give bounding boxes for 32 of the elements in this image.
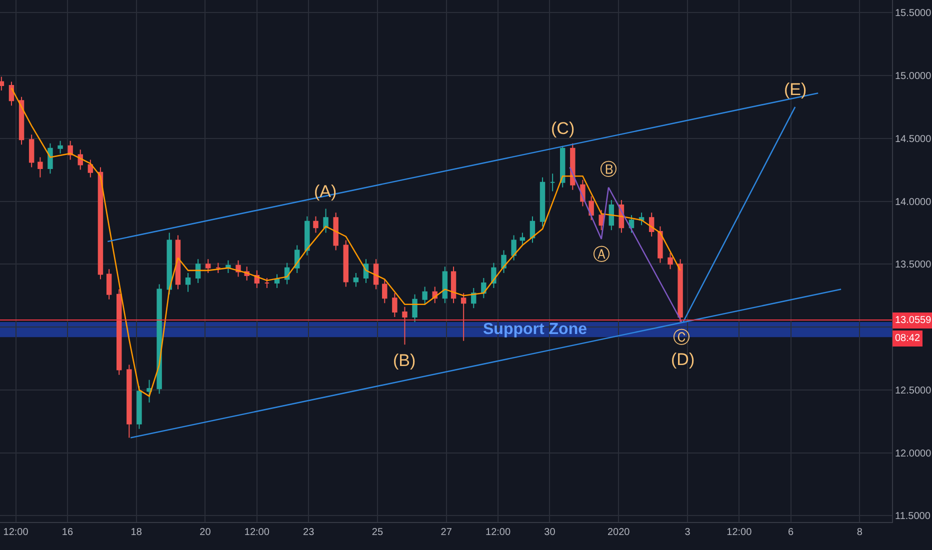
x-tick-label: 8 xyxy=(856,527,863,538)
y-tick-label: 13.5000 xyxy=(895,260,932,271)
x-tick-label: 16 xyxy=(62,527,74,538)
annotation: (C) xyxy=(551,119,575,138)
ref-line-label: 13.0559 xyxy=(895,315,932,326)
annotation: (B) xyxy=(393,351,416,370)
x-tick-label: 12:00 xyxy=(3,527,29,538)
annotation: Ⓑ xyxy=(600,160,617,179)
x-tick-label: 20 xyxy=(200,527,212,538)
y-tick-label: 15.5000 xyxy=(895,8,932,20)
x-tick-label: 12:00 xyxy=(726,527,752,538)
x-tick-label: 27 xyxy=(440,527,452,538)
annotation: (E) xyxy=(784,80,807,99)
x-tick-label: 25 xyxy=(372,527,384,538)
x-tick-label: 2020 xyxy=(607,527,630,538)
y-tick-label: 12.5000 xyxy=(895,385,932,396)
annotation: Ⓒ xyxy=(673,328,690,347)
y-tick-label: 14.0000 xyxy=(895,196,932,208)
x-tick-label: 23 xyxy=(303,527,315,538)
y-tick-label: 14.5000 xyxy=(895,134,932,145)
y-tick-label: 12.0000 xyxy=(895,448,932,460)
x-tick-label: 18 xyxy=(130,527,142,538)
y-tick-label: 11.5000 xyxy=(895,511,931,522)
x-tick-label: 12:00 xyxy=(486,527,511,538)
x-tick-label: 6 xyxy=(788,527,794,538)
annotation: Ⓐ xyxy=(593,245,610,264)
x-tick-label: 12:00 xyxy=(244,527,270,538)
x-tick-label: 30 xyxy=(544,527,556,538)
y-tick-label: 15.0000 xyxy=(895,70,932,82)
text: 08:42 xyxy=(895,333,920,344)
x-tick-label: 3 xyxy=(684,527,691,538)
annotation: (D) xyxy=(671,350,695,369)
